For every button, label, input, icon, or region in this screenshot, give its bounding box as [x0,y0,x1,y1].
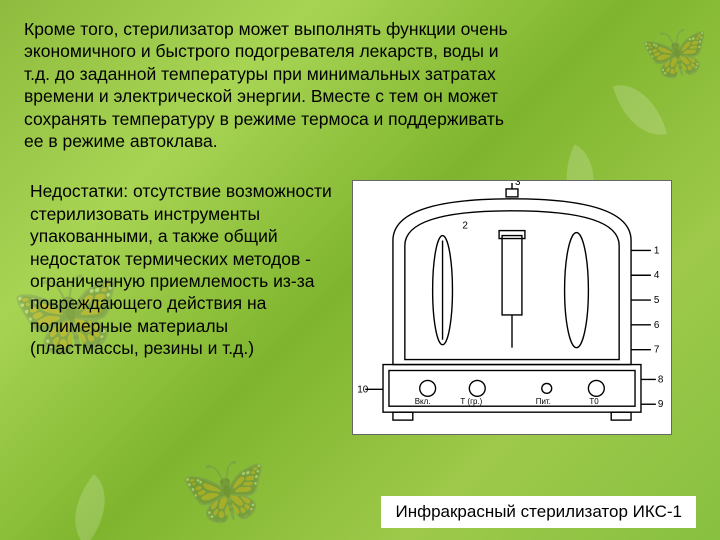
paragraph-functions: Кроме того, стерилизатор может выполнять… [24,18,514,152]
diagram-label-3: 3 [515,181,521,188]
diagram-label-9: 9 [658,400,664,411]
diagram-label-7: 7 [654,345,660,356]
diagram-label-2: 2 [462,221,468,232]
paragraph-drawbacks: Недостатки: отсутствие возможности стери… [24,180,334,359]
sterilizer-diagram: 3 1 4 5 6 7 8 9 10 2 Вкл. Т (гр.) Пит. T… [352,180,672,435]
panel-label-pit: Пит. [536,398,551,407]
diagram-label-4: 4 [654,271,660,282]
caption-box: Инфракрасный стерилизатор ИКС-1 [381,496,696,528]
diagram-label-5: 5 [654,295,660,306]
diagram-label-8: 8 [658,375,664,386]
diagram-label-6: 6 [654,320,660,331]
diagram-label-1: 1 [654,246,660,257]
diagram-label-10: 10 [357,385,369,396]
panel-label-tgr: Т (гр.) [460,398,482,407]
panel-label-vkl: Вкл. [415,398,431,407]
content-row: Недостатки: отсутствие возможности стери… [24,180,696,435]
panel-label-t0: T0 [589,398,599,407]
slide-content: Кроме того, стерилизатор может выполнять… [0,0,720,435]
diagram-caption: Инфракрасный стерилизатор ИКС-1 [395,502,682,521]
